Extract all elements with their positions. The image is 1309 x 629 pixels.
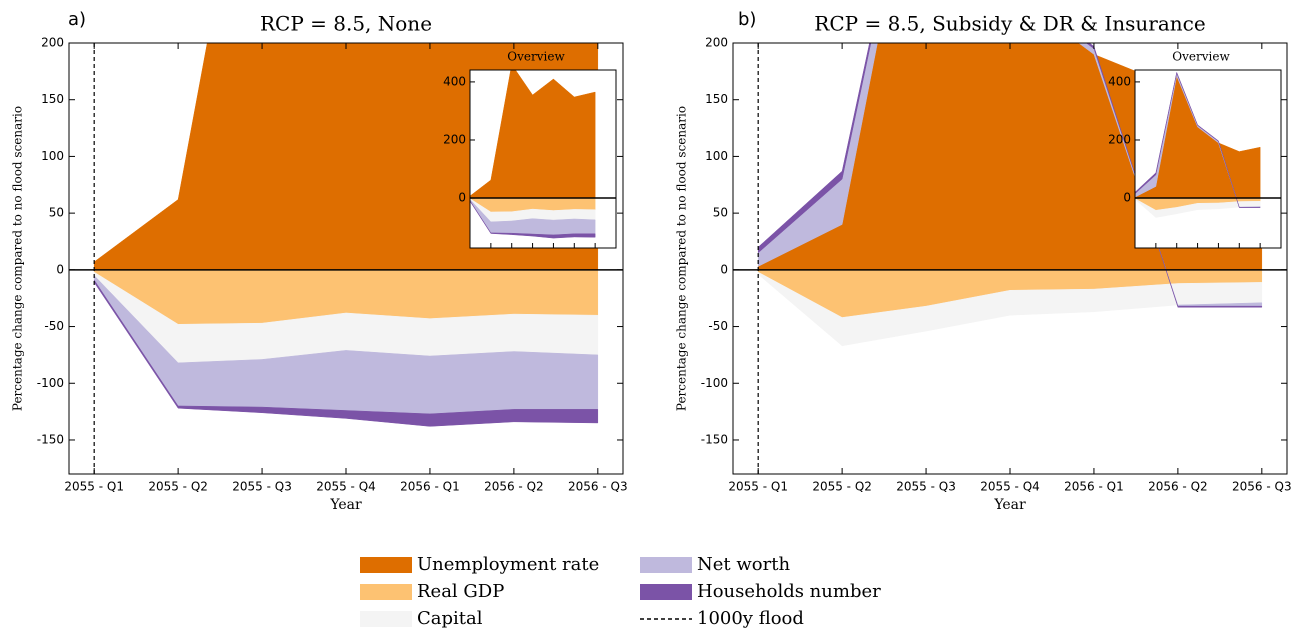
y-tick-label: -50: [44, 319, 64, 333]
area: [757, 43, 1263, 308]
x-tick-label: 2055 - Q4: [316, 480, 376, 494]
y-tick-label: 100: [41, 149, 64, 163]
area: [1135, 198, 1261, 218]
y-tick-label: -100: [701, 376, 728, 390]
x-tick-label: 2055 - Q1: [728, 480, 788, 494]
area: [757, 271, 1263, 347]
y-tick-label: -100: [37, 376, 64, 390]
inset-y-tick-label: 200: [1108, 132, 1131, 146]
panel-label: a): [68, 9, 86, 30]
chart-title: RCP = 8.5, None: [260, 12, 432, 36]
x-tick-label: 2056 - Q2: [484, 480, 544, 494]
x-tick-label: 2055 - Q2: [812, 480, 872, 494]
x-tick-label: 2056 - Q2: [1148, 480, 1208, 494]
y-axis-label: Percentage change compared to no flood s…: [675, 106, 689, 411]
area: [757, 43, 1263, 307]
x-tick-label: 2055 - Q3: [896, 480, 956, 494]
y-tick-label: 200: [41, 36, 64, 50]
y-tick-label: 0: [720, 262, 728, 276]
area: [470, 200, 596, 239]
x-tick-label: 2055 - Q1: [64, 480, 124, 494]
inset-y-tick-label: 400: [1108, 74, 1131, 88]
legend-swatch: [360, 557, 412, 573]
inset-title: Overview: [1172, 50, 1230, 64]
legend-swatch: [640, 584, 692, 600]
x-tick-label: 2056 - Q3: [568, 480, 628, 494]
legend-swatch: [360, 584, 412, 600]
inset-y-tick-label: 0: [1123, 191, 1131, 205]
inset-y-tick-label: 200: [443, 132, 466, 146]
y-tick-label: 0: [56, 262, 64, 276]
inset-y-tick-label: 400: [443, 74, 466, 88]
legend-swatch: [360, 611, 412, 627]
y-axis-label: Percentage change compared to no flood s…: [11, 106, 25, 411]
x-tick-label: 2056 - Q1: [1064, 480, 1124, 494]
x-tick-label: 2055 - Q3: [232, 480, 292, 494]
legend-label: Households number: [697, 581, 881, 602]
y-tick-label: 200: [705, 36, 728, 50]
y-tick-label: -50: [708, 319, 728, 333]
legend-label: Real GDP: [417, 581, 504, 602]
y-tick-label: -150: [701, 432, 728, 446]
legend-swatch: [640, 557, 692, 573]
legend-label: Net worth: [697, 554, 790, 575]
y-tick-label: -150: [37, 432, 64, 446]
inset-frame: [1134, 69, 1282, 249]
x-axis-label: Year: [329, 497, 362, 513]
x-tick-label: 2055 - Q2: [148, 480, 208, 494]
area: [93, 279, 599, 427]
chart-title: RCP = 8.5, Subsidy & DR & Insurance: [814, 12, 1205, 36]
inset-y-tick-label: 0: [458, 191, 466, 205]
legend-label: Unemployment rate: [417, 554, 599, 575]
y-tick-label: 150: [41, 92, 64, 106]
y-tick-label: 50: [49, 206, 64, 220]
inset-area: [1135, 71, 1281, 218]
inset-area: [470, 70, 616, 239]
legend-label: Capital: [417, 608, 483, 629]
y-tick-label: 150: [705, 92, 728, 106]
legend-label: 1000y flood: [697, 608, 804, 629]
x-tick-label: 2056 - Q1: [400, 480, 460, 494]
x-tick-label: 2055 - Q4: [980, 480, 1040, 494]
y-tick-label: 50: [713, 206, 728, 220]
x-tick-label: 2056 - Q3: [1232, 480, 1292, 494]
inset-frame: [469, 69, 617, 249]
y-tick-label: 100: [705, 149, 728, 163]
panel-label: b): [738, 9, 756, 30]
x-axis-label: Year: [993, 497, 1026, 513]
inset-title: Overview: [507, 50, 565, 64]
area: [1135, 71, 1261, 208]
